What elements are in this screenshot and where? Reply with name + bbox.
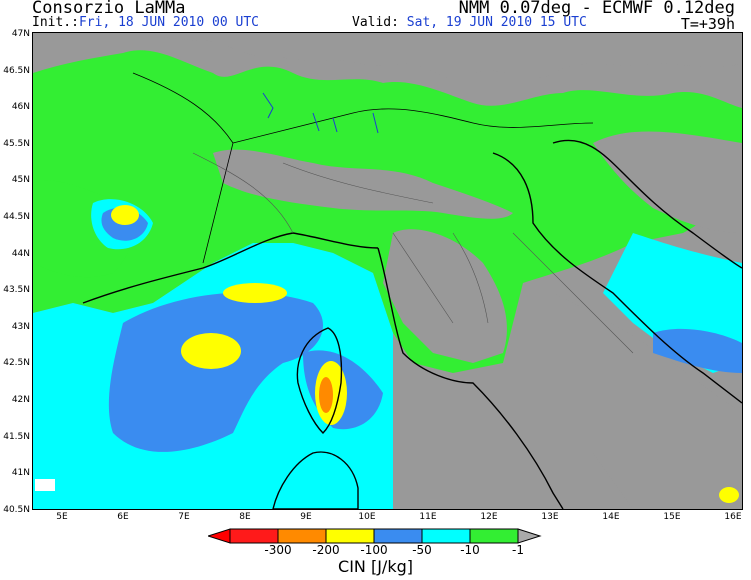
valid-time: Valid: Sat, 19 JUN 2010 15 UTC [352, 15, 587, 30]
colorbar-segment [277, 528, 327, 544]
coastline-istria-dalmatia [552, 139, 742, 269]
field-yellow-1 [111, 205, 139, 225]
lat-label: 42.5N [3, 358, 30, 369]
colorbar-segment [469, 528, 519, 544]
lon-label: 8E [239, 512, 251, 522]
colorbar-segment [421, 528, 471, 544]
colorbar-arrow-low [208, 528, 231, 544]
coastline-tyrrhenian [377, 247, 564, 509]
field-blue-sea [108, 292, 323, 452]
lon-label: 14E [602, 512, 620, 522]
lat-label: 42N [11, 395, 30, 405]
lat-label: 46.5N [3, 65, 30, 76]
lon-label: 12E [480, 512, 498, 522]
field-white-patch [35, 479, 55, 491]
field-green-north [33, 50, 742, 374]
border-lines [132, 72, 594, 264]
field-gray-balkans [593, 131, 742, 233]
lat-label: 45.5N [3, 138, 30, 149]
init-label: Init.: [32, 15, 79, 30]
valid-value: Sat, 19 JUN 2010 15 UTC [406, 15, 587, 30]
field-gray-south [513, 293, 742, 509]
colorbar-segment [325, 528, 375, 544]
lon-label: 9E [300, 512, 312, 522]
lat-label: 45N [11, 175, 30, 186]
field-gray-italy [383, 229, 507, 363]
lon-label: 7E [178, 512, 190, 522]
valid-label: Valid: [352, 15, 399, 30]
colorbar-tick-label: -100 [360, 543, 388, 557]
field-gray-po [213, 149, 513, 219]
colorbar-segment [229, 528, 279, 544]
lat-label: 47N [11, 29, 30, 39]
colorbar-segment [373, 528, 423, 544]
lat-label: 46N [11, 102, 30, 113]
lat-label: 41N [11, 468, 30, 479]
colorbar-tick-label: -50 [412, 543, 432, 557]
colorbar-tick-label: -10 [460, 543, 480, 557]
init-value: Fri, 18 JUN 2010 00 UTC [78, 15, 259, 30]
lon-label: 13E [541, 512, 559, 522]
init-time: Init.:Fri, 18 JUN 2010 00 UTC [32, 15, 259, 30]
cin-map [32, 32, 743, 510]
organization-title: Consorzio LaMMa [32, 0, 186, 18]
map-canvas [33, 33, 742, 509]
lat-label: 43.5N [3, 285, 30, 296]
colorbar-tick-label: -300 [264, 543, 292, 557]
lon-label: 10E [358, 512, 376, 522]
lon-label: 11E [419, 512, 437, 522]
lat-label: 41.5N [3, 431, 30, 442]
coastline-ligurian [82, 232, 379, 304]
field-orange-corsica [319, 377, 333, 413]
colorbar [208, 528, 542, 544]
model-product-title: NMM 0.07deg - ECMWF 0.12deg [458, 0, 735, 18]
region-borders [192, 152, 634, 354]
field-blue-east [653, 328, 742, 373]
lon-label: 6E [117, 512, 129, 522]
colorbar-tick-label: -200 [312, 543, 340, 557]
field-yellow-2 [223, 283, 287, 303]
coastline-sardinia [272, 451, 359, 509]
lat-label: 44.5N [3, 212, 30, 222]
lead-time: T=+39h [680, 15, 735, 33]
lat-label: 43N [11, 321, 30, 332]
field-yellow-3 [181, 333, 241, 369]
lat-label: 40.5N [3, 504, 30, 515]
coastline-adriatic [492, 152, 742, 404]
field-yellow-5 [719, 487, 739, 503]
colorbar-title: CIN [J/kg] [338, 557, 413, 576]
lon-label: 16E [724, 512, 742, 522]
colorbar-tick-label: -1 [512, 543, 524, 557]
coastline-corsica [296, 327, 343, 434]
lakes [262, 92, 379, 134]
colorbar-arrow-high [517, 528, 542, 544]
lat-label: 44N [11, 248, 30, 259]
lon-label: 5E [56, 512, 68, 522]
lon-label: 15E [663, 512, 681, 522]
field-gray-alps [153, 33, 742, 80]
